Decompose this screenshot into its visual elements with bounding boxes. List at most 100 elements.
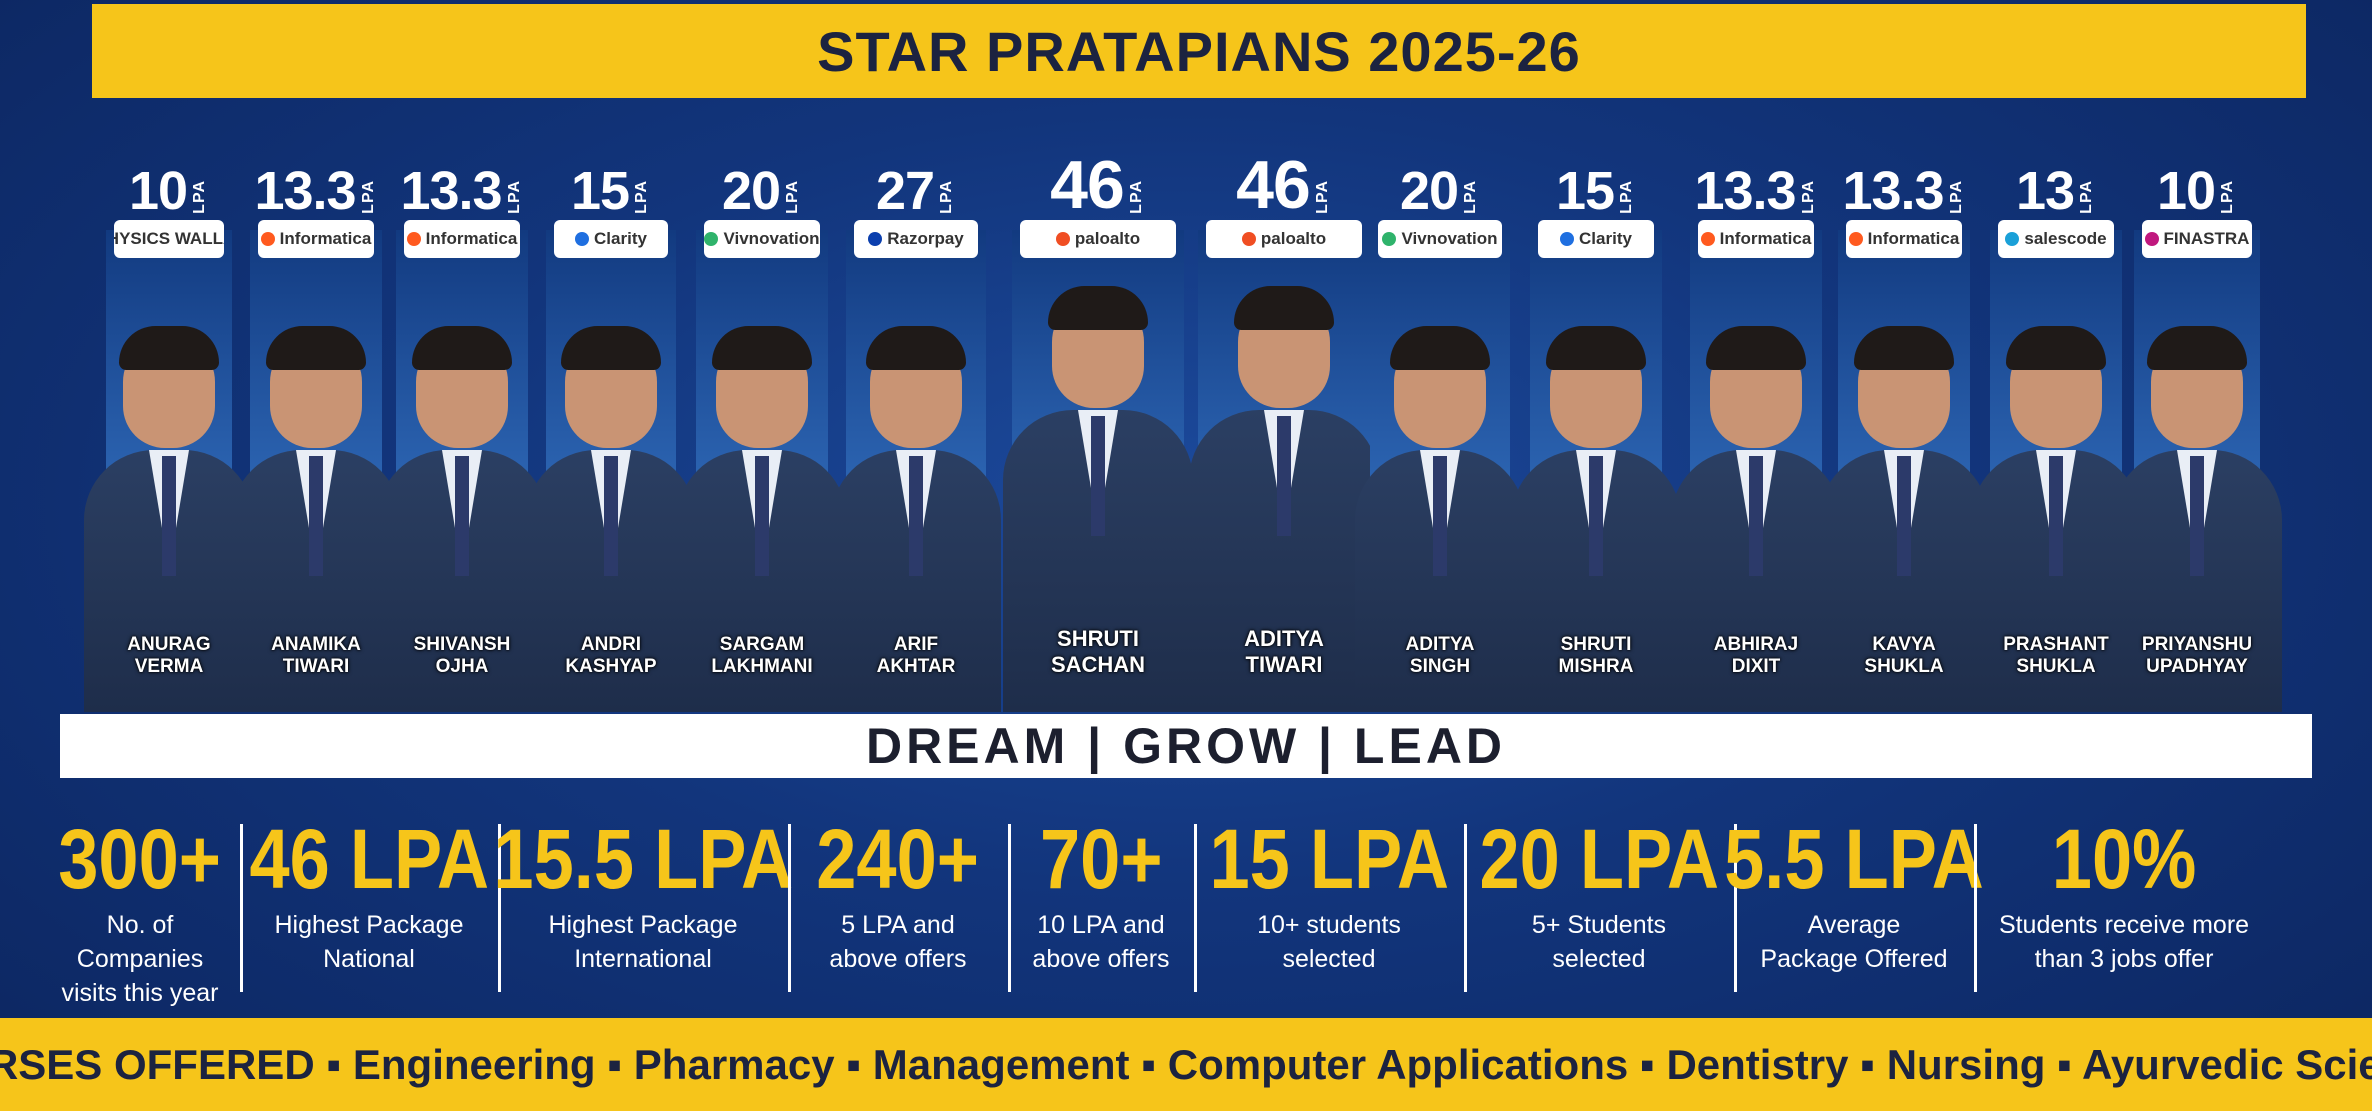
stat-value: 5.5 LPA	[1724, 812, 1984, 906]
student-card: 13 LPA salescode PRASHANT SHUKLA	[1971, 120, 2141, 712]
student-photo	[1511, 326, 1681, 712]
company-logo: Informatica	[1698, 220, 1814, 258]
package-number: 20	[1399, 161, 1459, 221]
stat-label: 10 LPA and above offers	[1032, 908, 1169, 976]
company-name: Vivnovation	[723, 229, 820, 248]
stat-label-line1: Highest Package	[548, 911, 738, 939]
company-logo: Informatica	[1846, 220, 1962, 258]
tie	[2049, 456, 2063, 576]
company-logo: FINASTRA	[2142, 220, 2252, 258]
stat-item: 46 LPA Highest Package National	[240, 810, 498, 992]
package-number: 15	[570, 161, 630, 221]
hair	[1390, 326, 1490, 370]
package-number: 46	[1236, 147, 1311, 223]
package-number: 13.3	[400, 161, 502, 221]
stat-label-line2: above offers	[1032, 945, 1170, 973]
stat-label-line2: selected	[1552, 945, 1646, 973]
student-card: 27 LPA Razorpay ARIF AKHTAR	[831, 120, 1001, 712]
student-name-line2: LAKHMANI	[711, 656, 813, 677]
package-unit: LPA	[1462, 180, 1480, 214]
company-logo-icon	[1382, 232, 1397, 246]
tie	[1749, 456, 1763, 576]
company-logo: PHYSICS WALLAH	[114, 220, 224, 258]
student-name: ANDRI KASHYAP	[546, 634, 676, 678]
package-number: 13.3	[254, 161, 356, 221]
company-logo: Informatica	[258, 220, 374, 258]
stat-item: 300+ No. of Companies visits this year	[40, 810, 240, 1007]
student-name-line2: DIXIT	[1731, 656, 1781, 677]
hair	[1706, 326, 1806, 370]
hair	[2006, 326, 2106, 370]
student-name-line1: SARGAM	[719, 634, 805, 655]
hair	[1854, 326, 1954, 370]
company-logo-icon	[868, 232, 883, 246]
student-name: SARGAM LAKHMANI	[696, 634, 828, 678]
package-unit: LPA	[938, 180, 956, 214]
company-logo: Vivnovation	[704, 220, 820, 258]
stat-value: 15.5 LPA	[493, 812, 793, 906]
company-name: Razorpay	[887, 229, 964, 248]
stat-label-line1: Students receive more	[1998, 911, 2250, 939]
stat-value: 300+	[58, 812, 222, 906]
package-unit: LPA	[2219, 180, 2237, 214]
package-value: 13.3 LPA	[1690, 148, 1822, 218]
student-photo	[1355, 326, 1525, 712]
hair	[1048, 286, 1148, 330]
stat-label-line1: 10 LPA and	[1037, 911, 1165, 939]
student-name-line1: ANDRI	[580, 634, 642, 655]
student-card: 20 LPA Vivnovation ADITYA SINGH	[1355, 120, 1525, 712]
stat-value: 15 LPA	[1209, 812, 1449, 906]
stat-label: 5+ Students selected	[1532, 908, 1666, 976]
student-name: ADITYA TIWARI	[1198, 626, 1370, 678]
student-card: 10 LPA PHYSICS WALLAH ANURAG VERMA	[84, 120, 254, 712]
student-name-line1: ADITYA	[1405, 634, 1475, 655]
student-photo	[831, 326, 1001, 712]
student-name: ANAMIKA TIWARI	[250, 634, 382, 678]
company-name: Informatica	[1719, 229, 1812, 248]
company-name: Clarity	[1579, 229, 1632, 248]
stat-value: 70+	[1039, 812, 1163, 906]
hair	[866, 326, 966, 370]
student-card: 13.3 LPA Informatica KAVYA SHUKLA	[1819, 120, 1989, 712]
tie	[309, 456, 323, 576]
company-logo-icon	[1055, 232, 1070, 246]
company-logo-icon	[2144, 232, 2159, 246]
tie	[1277, 416, 1291, 536]
student-name-line2: VERMA	[134, 656, 204, 677]
tagline-bar: DREAM | GROW | LEAD	[60, 714, 2312, 778]
student-card: 13.3 LPA Informatica ABHIRAJ DIXIT	[1671, 120, 1841, 712]
package-unit: LPA	[505, 180, 523, 214]
package-value: 27 LPA	[846, 148, 986, 218]
stat-value: 20 LPA	[1479, 812, 1719, 906]
student-name-line1: ANAMIKA	[271, 634, 361, 655]
package-unit: LPA	[1618, 180, 1636, 214]
stat-value: 240+	[816, 812, 980, 906]
company-logo: Clarity	[1538, 220, 1654, 258]
student-name-line1: PRIYANSHU	[2141, 634, 2253, 655]
student-card: 15 LPA Clarity SHRUTI MISHRA	[1511, 120, 1681, 712]
package-value: 20 LPA	[1370, 148, 1510, 218]
stat-label: No. of Companies visits this year	[40, 908, 240, 1010]
package-unit: LPA	[359, 180, 377, 214]
tie	[1897, 456, 1911, 576]
package-number: 10	[128, 161, 188, 221]
package-unit: LPA	[2078, 180, 2096, 214]
courses-offered-text: COURSES OFFERED ▪ Engineering ▪ Pharmacy…	[0, 1040, 2372, 1088]
stat-label: Highest Package International	[548, 908, 737, 976]
student-photo	[2112, 326, 2282, 712]
student-name: SHRUTI SACHAN	[1012, 626, 1184, 678]
company-name: Vivnovation	[1401, 229, 1498, 248]
package-value: 20 LPA	[696, 148, 828, 218]
stat-label-line2: selected	[1282, 945, 1376, 973]
hair	[561, 326, 661, 370]
student-name-line1: ANURAG	[127, 634, 211, 655]
package-value: 15 LPA	[1530, 148, 1662, 218]
student-name: ADITYA SINGH	[1370, 634, 1510, 678]
courses-footer: COURSES OFFERED ▪ Engineering ▪ Pharmacy…	[0, 1018, 2372, 1111]
student-name-line1: KAVYA	[1872, 634, 1936, 655]
tie	[1433, 456, 1447, 576]
tie	[909, 456, 923, 576]
package-unit: LPA	[1313, 180, 1331, 214]
company-name: Informatica	[1867, 229, 1960, 248]
company-logo: salescode	[1998, 220, 2114, 258]
